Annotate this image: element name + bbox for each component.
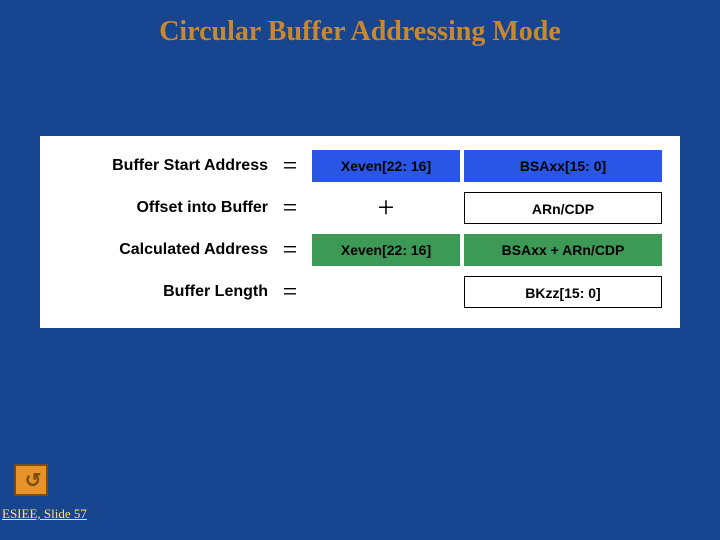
eq-sign: =	[268, 277, 312, 307]
diagram-panel: Buffer Start Address = Xeven[22: 16] BSA…	[40, 136, 680, 328]
row-buffer-start: Buffer Start Address = Xeven[22: 16] BSA…	[58, 150, 662, 182]
eq-sign: =	[268, 193, 312, 223]
label-offset: Offset into Buffer	[58, 199, 268, 217]
label-length: Buffer Length	[58, 283, 268, 301]
footer-slide-number: ESIEE, Slide 57	[2, 506, 87, 522]
slide-title: Circular Buffer Addressing Mode	[0, 0, 720, 48]
row-offset: Offset into Buffer = + ARn/CDP	[58, 192, 662, 224]
cell-bsaxx: BSAxx[15: 0]	[464, 150, 662, 182]
row-length: Buffer Length = BKzz[15: 0]	[58, 276, 662, 308]
row-calculated: Calculated Address = Xeven[22: 16] BSAxx…	[58, 234, 662, 266]
cell-xeven-calc: Xeven[22: 16]	[312, 234, 460, 266]
label-buffer-start: Buffer Start Address	[58, 157, 268, 175]
loop-icon[interactable]: ↺	[14, 464, 48, 496]
label-calculated: Calculated Address	[58, 241, 268, 259]
cells-calculated: Xeven[22: 16] BSAxx + ARn/CDP	[312, 234, 662, 266]
cell-bsaxx-plus-arn: BSAxx + ARn/CDP	[464, 234, 662, 266]
cell-arn-cdp: ARn/CDP	[464, 192, 662, 224]
eq-sign: =	[268, 151, 312, 181]
cell-bkzz: BKzz[15: 0]	[464, 276, 662, 308]
eq-sign: =	[268, 235, 312, 265]
cells-buffer-start: Xeven[22: 16] BSAxx[15: 0]	[312, 150, 662, 182]
cell-xeven-upper: Xeven[22: 16]	[312, 150, 460, 182]
cells-offset: + ARn/CDP	[312, 192, 662, 224]
plus-symbol: +	[312, 192, 460, 224]
cells-length: BKzz[15: 0]	[312, 276, 662, 308]
